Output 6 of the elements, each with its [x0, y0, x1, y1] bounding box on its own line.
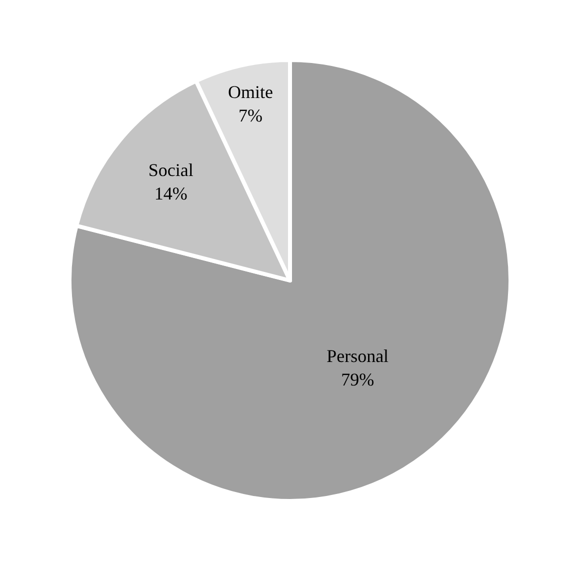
data-label: 79% [341, 369, 374, 390]
data-label: 14% [154, 184, 188, 204]
slice-label: Omite [228, 82, 274, 102]
slice-label: Social [148, 160, 194, 180]
data-label: 7% [238, 106, 263, 126]
slice-label: Personal [326, 346, 389, 366]
